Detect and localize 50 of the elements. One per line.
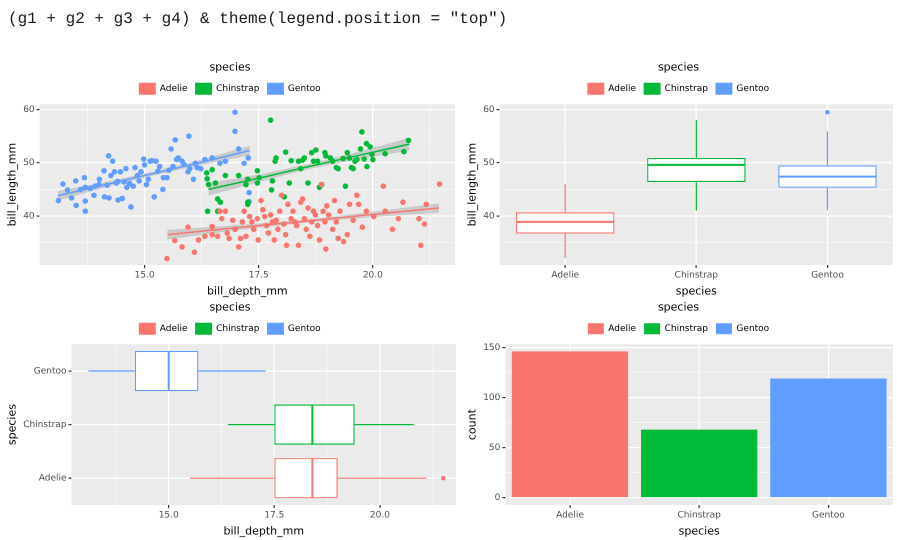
y-tick-label: 0 (494, 493, 501, 504)
legend-label: Adelie (608, 324, 637, 334)
y-axis-title: bill_length_mm (465, 142, 478, 226)
y-tick-label: 60 (23, 104, 35, 115)
x-tick-label: 20.0 (370, 510, 390, 521)
y-tick-label: 50 (488, 443, 501, 453)
legend-label: Adelie (608, 84, 637, 94)
x-tick-label: 20.0 (362, 270, 384, 281)
legend-title: species (209, 60, 251, 74)
y-tick-label: Chinstrap (23, 420, 67, 430)
x-axis-title: species (678, 524, 720, 538)
y-tick-label: Adelie (38, 474, 67, 484)
x-tick-label: 17.5 (264, 510, 284, 521)
y-axis-title: count (465, 408, 478, 440)
legend-label: Chinstrap (664, 324, 708, 334)
legend-label: Adelie (160, 84, 188, 94)
x-axis-title: bill_depth_mm (207, 284, 288, 298)
legend-label: Gentoo (288, 84, 322, 94)
y-tick-label: 60 (483, 104, 495, 115)
y-axis-title: species (5, 404, 18, 446)
legend-title: species (658, 60, 700, 74)
y-tick-label: 50 (23, 158, 35, 168)
legend-title: species (209, 300, 251, 314)
text: (g1 + g2 + g3 + g4) & theme(legend.position = "top") (8, 10, 508, 28)
x-tick-label: Chinstrap (678, 510, 722, 521)
y-tick-label: 100 (483, 392, 501, 403)
x-tick-label: Gentoo (811, 270, 844, 281)
y-axis-title: bill_length_mm (5, 142, 18, 226)
x-tick-label: Adelie (556, 510, 584, 521)
x-axis-title: species (676, 284, 718, 298)
legend-label: Chinstrap (216, 324, 260, 334)
x-tick-label: Adelie (551, 270, 580, 281)
x-tick-label: Chinstrap (674, 270, 718, 281)
legend-label: Gentoo (288, 324, 322, 334)
y-tick-label: 150 (483, 342, 501, 353)
x-tick-label: 15.0 (134, 270, 155, 281)
legend-title: species (658, 300, 700, 314)
y-tick-label: 50 (483, 158, 495, 168)
legend-label: Gentoo (736, 84, 770, 94)
y-tick-label: 40 (483, 211, 495, 222)
x-tick-label: 15.0 (158, 510, 179, 521)
legend-label: Chinstrap (664, 84, 708, 94)
x-axis-title: bill_depth_mm (223, 524, 304, 538)
x-tick-label: 17.5 (248, 270, 269, 281)
x-tick-label: Gentoo (812, 510, 846, 521)
legend-label: Gentoo (736, 324, 770, 334)
y-tick-label: Gentoo (34, 366, 68, 376)
legend-label: Chinstrap (216, 84, 260, 94)
y-tick-label: 40 (23, 211, 35, 222)
legend-label: Adelie (160, 324, 188, 334)
